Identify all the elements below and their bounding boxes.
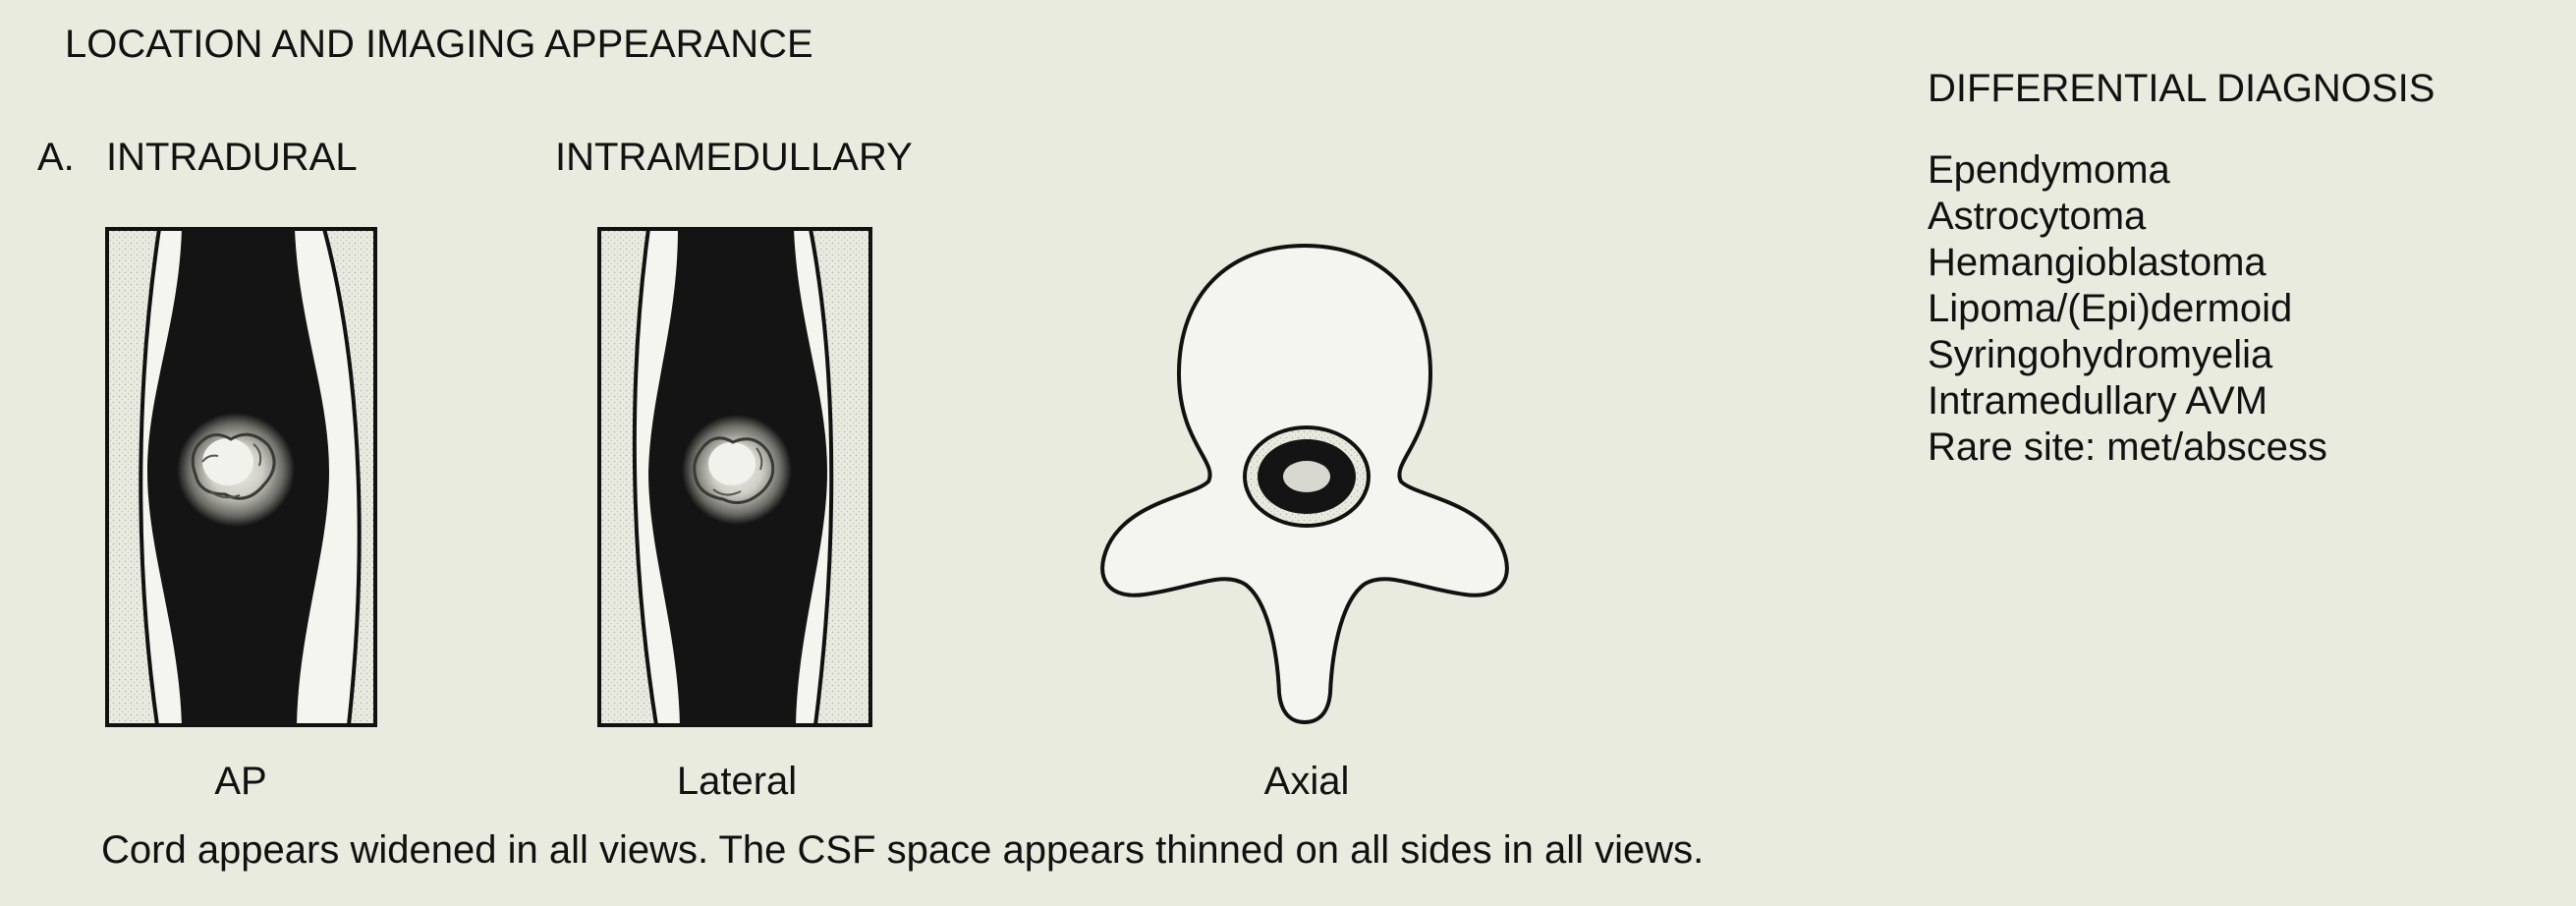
differential-item: Ependymoma [1928,148,2170,192]
section-title: LOCATION AND IMAGING APPEARANCE [65,23,813,66]
ap-view [105,227,377,727]
differential-item: Syringohydromyelia [1928,333,2273,376]
axial-lesion [1283,461,1330,492]
view-label-ap: AP [214,760,267,803]
differential-item: Intramedullary AVM [1928,379,2268,423]
lateral-lesion [682,415,792,525]
differential-item: Lipoma/(Epi)dermoid [1928,287,2293,330]
ap-lesion [177,413,295,527]
view-label-axial: Axial [1263,760,1350,803]
view-label-lateral: Lateral [676,760,798,803]
panel-letter: A. [37,136,75,179]
figure-caption: Cord appears widened in all views. The C… [101,828,1705,872]
differential-list: Ependymoma Astrocytoma Hemangioblastoma … [1928,147,2327,471]
lateral-view [597,227,872,727]
differential-item: Rare site: met/abscess [1928,425,2327,469]
subcompartment-label: INTRAMEDULLARY [555,136,913,179]
compartment-label: INTRADURAL [106,136,358,179]
axial-view [1100,243,1509,725]
differential-item: Hemangioblastoma [1928,241,2267,284]
differential-item: Astrocytoma [1928,195,2147,238]
differential-title: DIFFERENTIAL DIAGNOSIS [1928,67,2436,110]
